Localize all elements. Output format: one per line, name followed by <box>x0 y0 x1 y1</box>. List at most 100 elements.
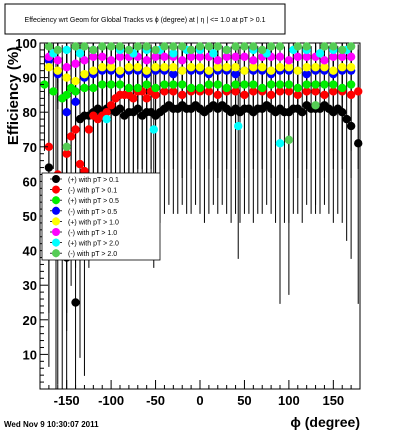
point-series-8 <box>231 42 240 51</box>
point-series-5 <box>338 63 347 72</box>
point-series-6 <box>346 52 356 62</box>
point-series-1 <box>298 108 307 117</box>
point-series-6 <box>320 56 329 65</box>
point-series-8 <box>346 42 356 51</box>
x-axis-label: ϕ (degree) <box>290 414 360 430</box>
point-series-8 <box>71 42 80 51</box>
legend-label: (+) with pT > 0.1 <box>68 177 119 184</box>
point-series-8 <box>284 135 294 145</box>
point-series-7 <box>315 49 325 58</box>
point-series-3 <box>89 83 98 93</box>
point-series-6 <box>249 56 258 65</box>
point-series-8 <box>302 42 311 51</box>
point-series-2 <box>106 101 116 110</box>
point-series-3 <box>249 80 258 89</box>
point-series-2 <box>346 90 356 100</box>
point-series-8 <box>311 101 320 110</box>
point-series-8 <box>169 42 178 51</box>
data-points <box>40 42 363 307</box>
point-series-8 <box>142 42 151 51</box>
point-series-6 <box>275 52 285 62</box>
title-box <box>4 3 286 35</box>
point-series-8 <box>133 42 142 51</box>
point-series-8 <box>320 42 329 51</box>
point-series-5 <box>204 66 214 75</box>
x-tick-label: 100 <box>278 393 300 408</box>
point-series-5 <box>89 66 98 75</box>
point-series-5 <box>124 63 134 72</box>
point-series-1 <box>133 104 142 113</box>
point-series-3 <box>266 80 276 89</box>
point-series-6 <box>231 52 240 62</box>
point-series-7 <box>169 49 178 58</box>
point-series-5 <box>329 66 338 75</box>
point-series-3 <box>106 80 116 89</box>
x-tick-label: -100 <box>98 393 124 408</box>
point-series-5 <box>160 63 169 72</box>
point-series-8 <box>213 42 222 51</box>
point-series-8 <box>195 42 205 51</box>
point-series-1 <box>71 298 80 307</box>
point-series-8 <box>178 42 187 51</box>
point-series-5 <box>240 66 249 75</box>
point-series-8 <box>204 42 214 51</box>
point-series-5 <box>186 63 196 72</box>
point-series-8 <box>53 45 62 55</box>
point-series-5 <box>320 63 329 72</box>
point-series-2 <box>320 90 329 100</box>
point-series-7 <box>102 114 111 124</box>
point-series-4 <box>302 69 311 79</box>
point-series-3 <box>142 80 151 89</box>
point-series-2 <box>329 87 338 96</box>
point-series-8 <box>275 42 285 51</box>
point-series-8 <box>80 42 89 51</box>
point-series-5 <box>115 66 125 75</box>
legend-marker <box>52 175 60 183</box>
legend-marker <box>52 185 60 194</box>
point-series-2 <box>204 87 214 96</box>
point-series-8 <box>222 45 231 55</box>
point-series-3 <box>151 83 160 93</box>
point-series-3 <box>311 80 320 89</box>
y-tick-label: 30 <box>23 278 37 293</box>
point-series-6 <box>142 56 151 65</box>
legend-marker <box>52 228 60 236</box>
point-series-4 <box>71 97 80 107</box>
x-tick-label: 150 <box>322 393 344 408</box>
point-series-5 <box>142 66 151 75</box>
point-series-8 <box>338 45 347 55</box>
point-series-3 <box>258 83 267 93</box>
point-series-6 <box>284 56 294 65</box>
point-series-5 <box>53 66 62 75</box>
point-series-6 <box>302 52 311 62</box>
point-series-5 <box>284 63 294 72</box>
point-series-5 <box>266 66 276 75</box>
point-series-3 <box>98 80 107 89</box>
legend-label: (-) with pT > 2.0 <box>68 251 117 258</box>
point-series-8 <box>249 42 258 51</box>
y-tick-label: 20 <box>23 313 37 328</box>
point-series-2 <box>311 87 320 96</box>
x-tick-label: -150 <box>54 393 80 408</box>
point-series-2 <box>75 159 85 169</box>
point-series-5 <box>258 63 267 72</box>
point-series-3 <box>160 80 169 89</box>
point-series-6 <box>160 52 169 62</box>
x-tick-label: -50 <box>146 393 165 408</box>
point-series-2 <box>240 90 249 100</box>
point-series-4 <box>169 69 178 79</box>
point-series-8 <box>151 45 160 55</box>
point-series-3 <box>284 80 294 89</box>
point-series-5 <box>71 76 80 86</box>
point-series-8 <box>44 42 54 51</box>
point-series-6 <box>98 52 107 62</box>
legend-marker <box>52 249 60 258</box>
point-series-1 <box>115 104 125 113</box>
legend-marker <box>52 196 60 205</box>
point-series-3 <box>49 87 58 96</box>
point-series-3 <box>320 80 329 89</box>
point-series-6 <box>62 63 71 72</box>
legend-marker <box>52 206 60 215</box>
y-tick-label: 100 <box>15 36 37 51</box>
